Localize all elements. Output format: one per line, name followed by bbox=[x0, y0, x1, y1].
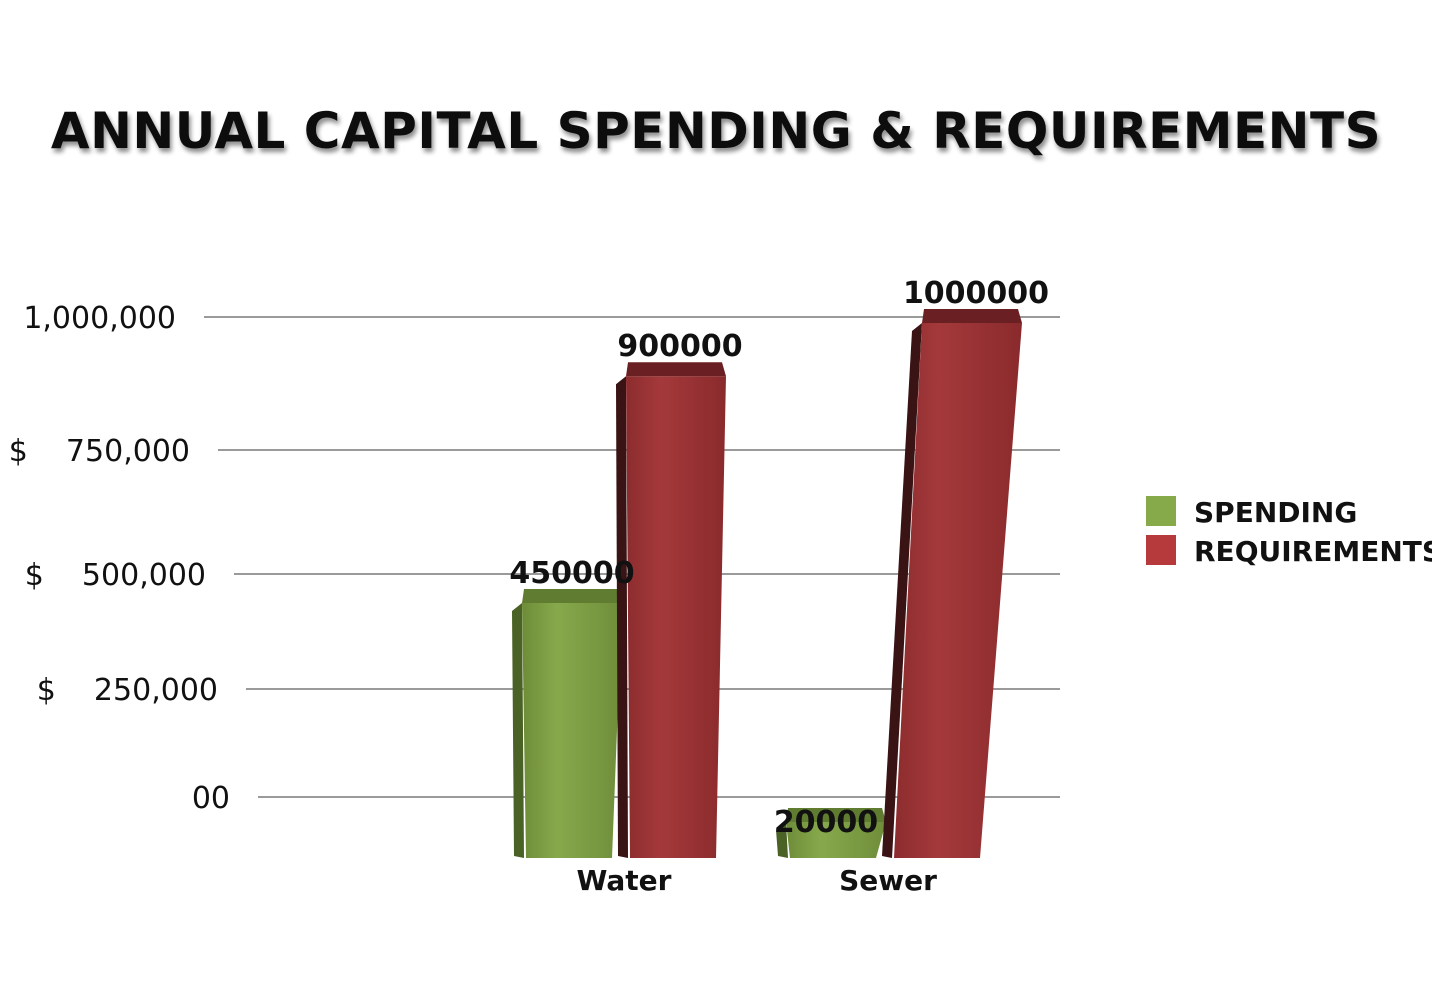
data-label: 1000000 bbox=[903, 276, 1049, 311]
chart-title: ANNUAL CAPITAL SPENDING & REQUIREMENTS bbox=[51, 102, 1381, 160]
legend-swatch-spending bbox=[1146, 496, 1176, 526]
bar-top bbox=[626, 362, 726, 377]
bar-front bbox=[786, 822, 886, 858]
y-tick-label: $ 750,000 bbox=[9, 434, 190, 469]
bar bbox=[512, 589, 622, 858]
x-category-label: Water bbox=[577, 864, 672, 897]
bar bbox=[616, 362, 726, 858]
legend-label-spending: SPENDING bbox=[1194, 496, 1357, 529]
x-axis-category-labels: Water Sewer bbox=[577, 864, 938, 897]
bar-side bbox=[512, 603, 524, 858]
legend-swatch-requirements bbox=[1146, 535, 1176, 565]
bar-front bbox=[894, 323, 1022, 858]
legend: SPENDING REQUIREMENTS bbox=[1146, 496, 1432, 568]
bar-side bbox=[882, 323, 922, 858]
bar-side bbox=[616, 376, 628, 858]
y-tick-label: 00 bbox=[192, 781, 230, 816]
y-tick-label: $ 500,000 bbox=[25, 558, 206, 593]
bar-front bbox=[522, 603, 622, 858]
data-label: 450000 bbox=[509, 556, 634, 591]
bar-top bbox=[922, 309, 1022, 323]
data-labels: 450000 900000 20000 1000000 bbox=[509, 276, 1049, 840]
legend-label-requirements: REQUIREMENTS bbox=[1194, 535, 1432, 568]
x-category-label: Sewer bbox=[839, 864, 937, 897]
bar-top bbox=[786, 808, 886, 822]
bar-side bbox=[776, 822, 788, 858]
data-label: 900000 bbox=[617, 329, 742, 364]
data-label: 20000 bbox=[774, 805, 878, 840]
bar-top bbox=[522, 589, 622, 603]
bars bbox=[512, 309, 1022, 858]
y-tick-label: 1,000,000 bbox=[23, 301, 176, 336]
bar bbox=[776, 808, 886, 858]
bar-front bbox=[626, 376, 726, 858]
y-axis-tick-labels: 00 $ 250,000 $ 500,000 $ 750,000 1,000,000 bbox=[9, 301, 230, 816]
y-tick-label: $ 250,000 bbox=[37, 673, 218, 708]
bar bbox=[882, 309, 1022, 858]
